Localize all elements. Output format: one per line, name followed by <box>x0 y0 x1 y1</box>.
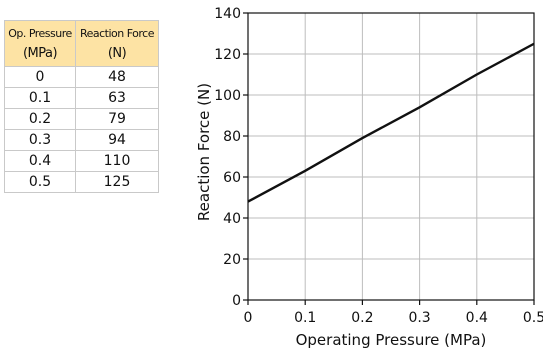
y-tick-label: 60 <box>223 170 241 186</box>
y-tick-label: 140 <box>214 6 241 22</box>
x-axis-ticks: 0 0.1 0.2 0.3 0.4 0.5 <box>244 300 543 326</box>
plot-frame <box>247 12 535 301</box>
table-row: 0 48 <box>4 66 159 88</box>
table-row: 0.4 110 <box>4 150 159 172</box>
y-tick-label: 120 <box>214 47 241 63</box>
force-cell: 79 <box>75 108 159 130</box>
header-operating-pressure: Op. Pressure (MPa) <box>4 20 76 67</box>
x-tick-label: 0.4 <box>466 310 488 326</box>
x-axis-title: Operating Pressure (MPa) <box>296 331 487 349</box>
force-cell: 125 <box>75 171 159 193</box>
pressure-cell: 0.3 <box>4 129 76 151</box>
header-label: Op. Pressure <box>8 26 72 40</box>
grid-lines <box>248 13 534 300</box>
pressure-force-table: Op. Pressure (MPa) Reaction Force (N) 0 … <box>4 20 159 193</box>
y-axis-ticks: 0 20 40 60 80 100 120 140 <box>214 6 248 309</box>
x-tick-label: 0.2 <box>351 310 373 326</box>
y-tick-label: 100 <box>214 88 241 104</box>
y-tick-label: 0 <box>232 293 241 309</box>
x-tick-label: 0.5 <box>523 310 543 326</box>
x-tick-label: 0.3 <box>408 310 430 326</box>
header-unit: (MPa) <box>22 45 58 61</box>
force-cell: 110 <box>75 150 159 172</box>
table-row: 0.5 125 <box>4 171 159 193</box>
y-tick-label: 20 <box>223 252 241 268</box>
header-reaction-force: Reaction Force (N) <box>75 20 159 67</box>
y-tick-label: 40 <box>223 211 241 227</box>
x-tick-label: 0.1 <box>294 310 316 326</box>
y-axis-title: Reaction Force (N) <box>195 83 213 221</box>
header-unit: (N) <box>107 45 127 61</box>
pressure-cell: 0.5 <box>4 171 76 193</box>
header-label: Reaction Force <box>79 26 155 40</box>
series-line <box>247 42 535 203</box>
y-tick-label: 80 <box>223 129 241 145</box>
table-header-row: Op. Pressure (MPa) Reaction Force (N) <box>4 20 159 67</box>
x-tick-label: 0 <box>244 310 253 326</box>
table-row: 0.2 79 <box>4 108 159 130</box>
